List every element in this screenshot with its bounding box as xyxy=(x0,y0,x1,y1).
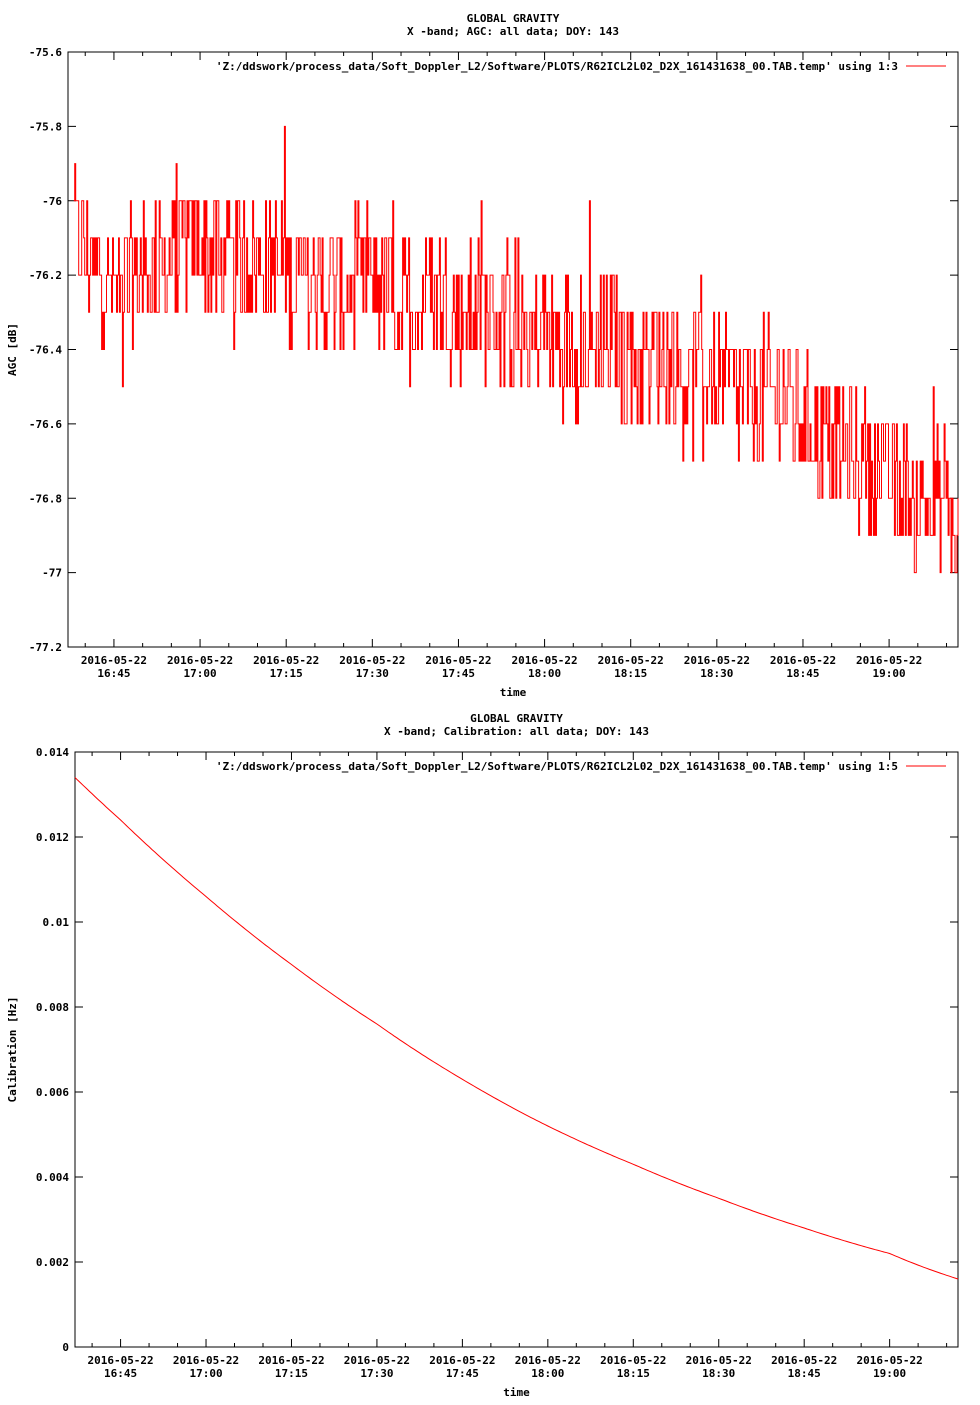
x-tick-label-date: 2016-05-22 xyxy=(344,1354,410,1367)
x-tick-label-time: 17:00 xyxy=(184,667,217,680)
x-tick-label-date: 2016-05-22 xyxy=(258,1354,324,1367)
y-tick-label: -76.6 xyxy=(29,418,62,431)
y-axis-label: AGC [dB] xyxy=(6,323,19,376)
legend-entry: 'Z:/ddswork/process_data/Soft_Doppler_L2… xyxy=(216,60,898,73)
y-tick-label: -77 xyxy=(42,567,62,580)
x-tick-label-date: 2016-05-22 xyxy=(253,654,319,667)
y-tick-label: 0.002 xyxy=(36,1256,69,1269)
x-tick-label-date: 2016-05-22 xyxy=(173,1354,239,1367)
x-tick-label-date: 2016-05-22 xyxy=(87,1354,153,1367)
x-tick-label-time: 18:30 xyxy=(700,667,733,680)
x-tick-label-date: 2016-05-22 xyxy=(684,654,750,667)
x-tick-label-time: 17:30 xyxy=(356,667,389,680)
x-tick-label-date: 2016-05-22 xyxy=(600,1354,666,1367)
x-tick-label-date: 2016-05-22 xyxy=(515,1354,581,1367)
y-tick-label: 0.014 xyxy=(36,746,69,759)
x-tick-label-date: 2016-05-22 xyxy=(770,654,836,667)
y-tick-label: 0.006 xyxy=(36,1086,69,1099)
y-tick-label: 0.004 xyxy=(36,1171,69,1184)
x-tick-label-date: 2016-05-22 xyxy=(81,654,147,667)
x-tick-label-time: 18:45 xyxy=(786,667,819,680)
x-tick-label-date: 2016-05-22 xyxy=(339,654,405,667)
legend-entry: 'Z:/ddswork/process_data/Soft_Doppler_L2… xyxy=(216,760,898,773)
x-tick-label-time: 18:30 xyxy=(702,1367,735,1380)
x-tick-label-time: 16:45 xyxy=(97,667,130,680)
chart-subtitle: X -band; Calibration: all data; DOY: 143 xyxy=(384,725,649,738)
x-tick-label-date: 2016-05-22 xyxy=(598,654,664,667)
chart-title: GLOBAL GRAVITY xyxy=(470,712,563,725)
x-tick-label-time: 18:15 xyxy=(617,1367,650,1380)
y-tick-label: -76.2 xyxy=(29,269,62,282)
x-tick-label-time: 16:45 xyxy=(104,1367,137,1380)
x-tick-label-date: 2016-05-22 xyxy=(167,654,233,667)
series-line xyxy=(74,777,959,1280)
x-axis-label: time xyxy=(503,1386,530,1399)
x-tick-label-date: 2016-05-22 xyxy=(856,654,922,667)
x-tick-label-time: 18:15 xyxy=(614,667,647,680)
chart-subtitle: X -band; AGC: all data; DOY: 143 xyxy=(407,25,619,38)
x-tick-label-time: 17:30 xyxy=(360,1367,393,1380)
x-tick-label-time: 17:15 xyxy=(275,1367,308,1380)
y-tick-label: 0.012 xyxy=(36,831,69,844)
y-tick-label: -76.4 xyxy=(29,344,62,357)
x-tick-label-time: 18:00 xyxy=(531,1367,564,1380)
series-line xyxy=(73,125,959,574)
x-tick-label-time: 19:00 xyxy=(873,1367,906,1380)
x-tick-label-time: 19:00 xyxy=(873,667,906,680)
x-tick-label-date: 2016-05-22 xyxy=(425,654,491,667)
x-tick-label-time: 17:45 xyxy=(446,1367,479,1380)
x-tick-label-time: 18:00 xyxy=(528,667,561,680)
y-tick-label: -75.8 xyxy=(29,120,62,133)
y-tick-label: -76.8 xyxy=(29,492,62,505)
y-axis-label: Calibration [Hz] xyxy=(6,997,19,1103)
y-tick-label: -77.2 xyxy=(29,641,62,654)
x-tick-label-time: 18:45 xyxy=(788,1367,821,1380)
chart-title: GLOBAL GRAVITY xyxy=(467,12,560,25)
x-tick-label-time: 17:15 xyxy=(270,667,303,680)
y-tick-label: 0.008 xyxy=(36,1001,69,1014)
x-tick-label-time: 17:45 xyxy=(442,667,475,680)
x-axis-label: time xyxy=(500,686,527,699)
x-tick-label-time: 17:00 xyxy=(189,1367,222,1380)
y-tick-label: -75.6 xyxy=(29,46,62,59)
x-tick-label-date: 2016-05-22 xyxy=(686,1354,752,1367)
plot-frame xyxy=(74,751,959,1348)
x-tick-label-date: 2016-05-22 xyxy=(429,1354,495,1367)
y-tick-label: 0.01 xyxy=(43,916,70,929)
y-tick-label: -76 xyxy=(42,195,62,208)
x-tick-label-date: 2016-05-22 xyxy=(771,1354,837,1367)
y-tick-label: 0 xyxy=(62,1341,69,1354)
x-tick-label-date: 2016-05-22 xyxy=(511,654,577,667)
plot-frame xyxy=(67,51,959,648)
x-tick-label-date: 2016-05-22 xyxy=(857,1354,923,1367)
